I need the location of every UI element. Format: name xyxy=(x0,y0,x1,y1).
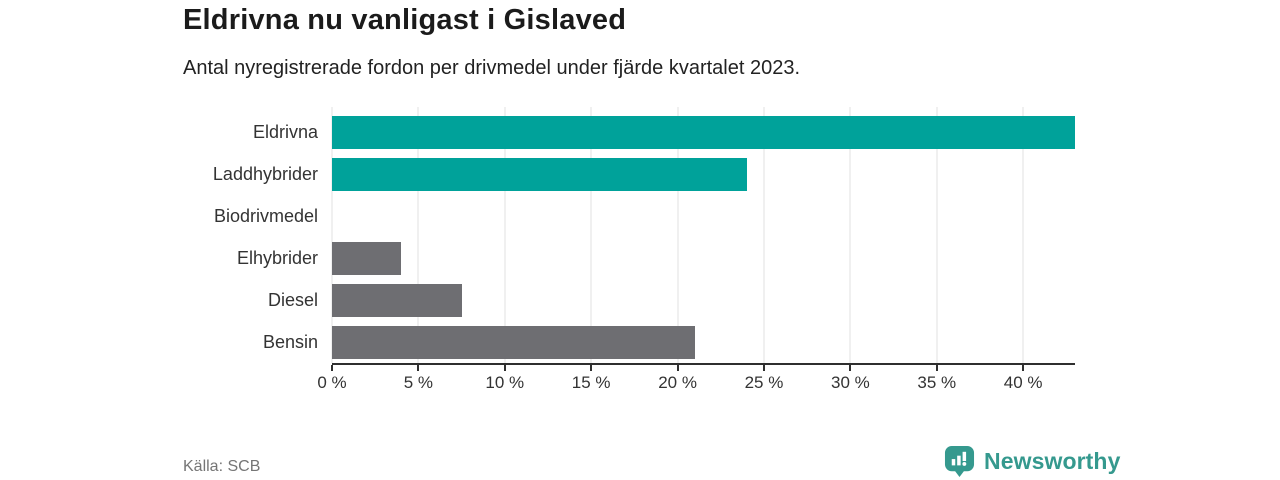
axis-tick-label: 40 % xyxy=(1003,373,1043,392)
gridline xyxy=(504,107,506,363)
category-labels: Eldrivna Laddhybrider Biodrivmedel Elhybrid… xyxy=(110,111,318,363)
category-label: Elhybrider xyxy=(236,247,318,268)
axis-tick xyxy=(590,365,593,371)
gridline xyxy=(763,107,765,363)
axis-tick-label: 20 % xyxy=(658,373,697,392)
category-label: Eldrivna xyxy=(252,121,318,142)
gridline xyxy=(1022,107,1024,363)
chart-title: Eldrivna nu vanligast i Gislaved xyxy=(183,4,627,36)
axis-tick xyxy=(676,365,679,371)
gridline xyxy=(936,107,938,363)
axis-tick-label: 25 % xyxy=(744,373,784,392)
bars-container xyxy=(332,111,1075,363)
bar-row xyxy=(332,111,1075,153)
source-note: Källa: SCB xyxy=(183,458,261,475)
axis-tick xyxy=(503,365,506,371)
axis-tick xyxy=(762,365,765,371)
bar-elhybrider xyxy=(332,241,402,275)
axis-tick-label: 35 % xyxy=(917,373,957,392)
category-label: Biodrivmedel xyxy=(213,205,318,226)
gridline xyxy=(417,107,419,363)
category-label: Laddhybrider xyxy=(212,163,318,184)
chart-subtitle: Antal nyregistrerade fordon per drivmede… xyxy=(183,57,801,79)
bar-eldrivna xyxy=(332,115,1075,149)
bar-row xyxy=(332,195,1075,237)
gridline xyxy=(331,107,333,363)
axis-tick xyxy=(849,365,852,371)
axis-tick xyxy=(935,365,938,371)
bar-row xyxy=(332,153,1075,195)
bar-diesel xyxy=(332,283,462,317)
brand-name: Newsworthy xyxy=(984,448,1121,474)
brand-logo: Newsworthy xyxy=(944,445,1120,478)
axis-tick-label: 15 % xyxy=(571,373,611,392)
bar-bensin xyxy=(332,325,695,359)
plot-area xyxy=(331,107,1075,365)
category-label: Diesel xyxy=(267,289,318,310)
category-label: Bensin xyxy=(262,331,318,352)
bar-row xyxy=(332,279,1075,321)
gridline xyxy=(677,107,679,363)
axis-tick-label: 0 % xyxy=(317,373,347,392)
newsworthy-icon xyxy=(944,446,975,477)
axis-tick xyxy=(417,365,420,371)
axis-tick-label: 10 % xyxy=(485,373,525,392)
bar-row xyxy=(332,237,1075,279)
axis-tick xyxy=(1022,365,1025,371)
axis-tick-label: 30 % xyxy=(830,373,870,392)
bar-row xyxy=(332,321,1075,363)
gridline xyxy=(849,107,851,363)
axis-tick-label: 5 % xyxy=(403,373,434,392)
gridline xyxy=(590,107,592,363)
x-axis: 0 % 5 % 10 % 15 % 20 % 25 % 30 % 35 % 40 % xyxy=(317,365,1075,399)
axis-tick xyxy=(331,365,333,371)
bar-laddhybrider xyxy=(332,157,747,191)
